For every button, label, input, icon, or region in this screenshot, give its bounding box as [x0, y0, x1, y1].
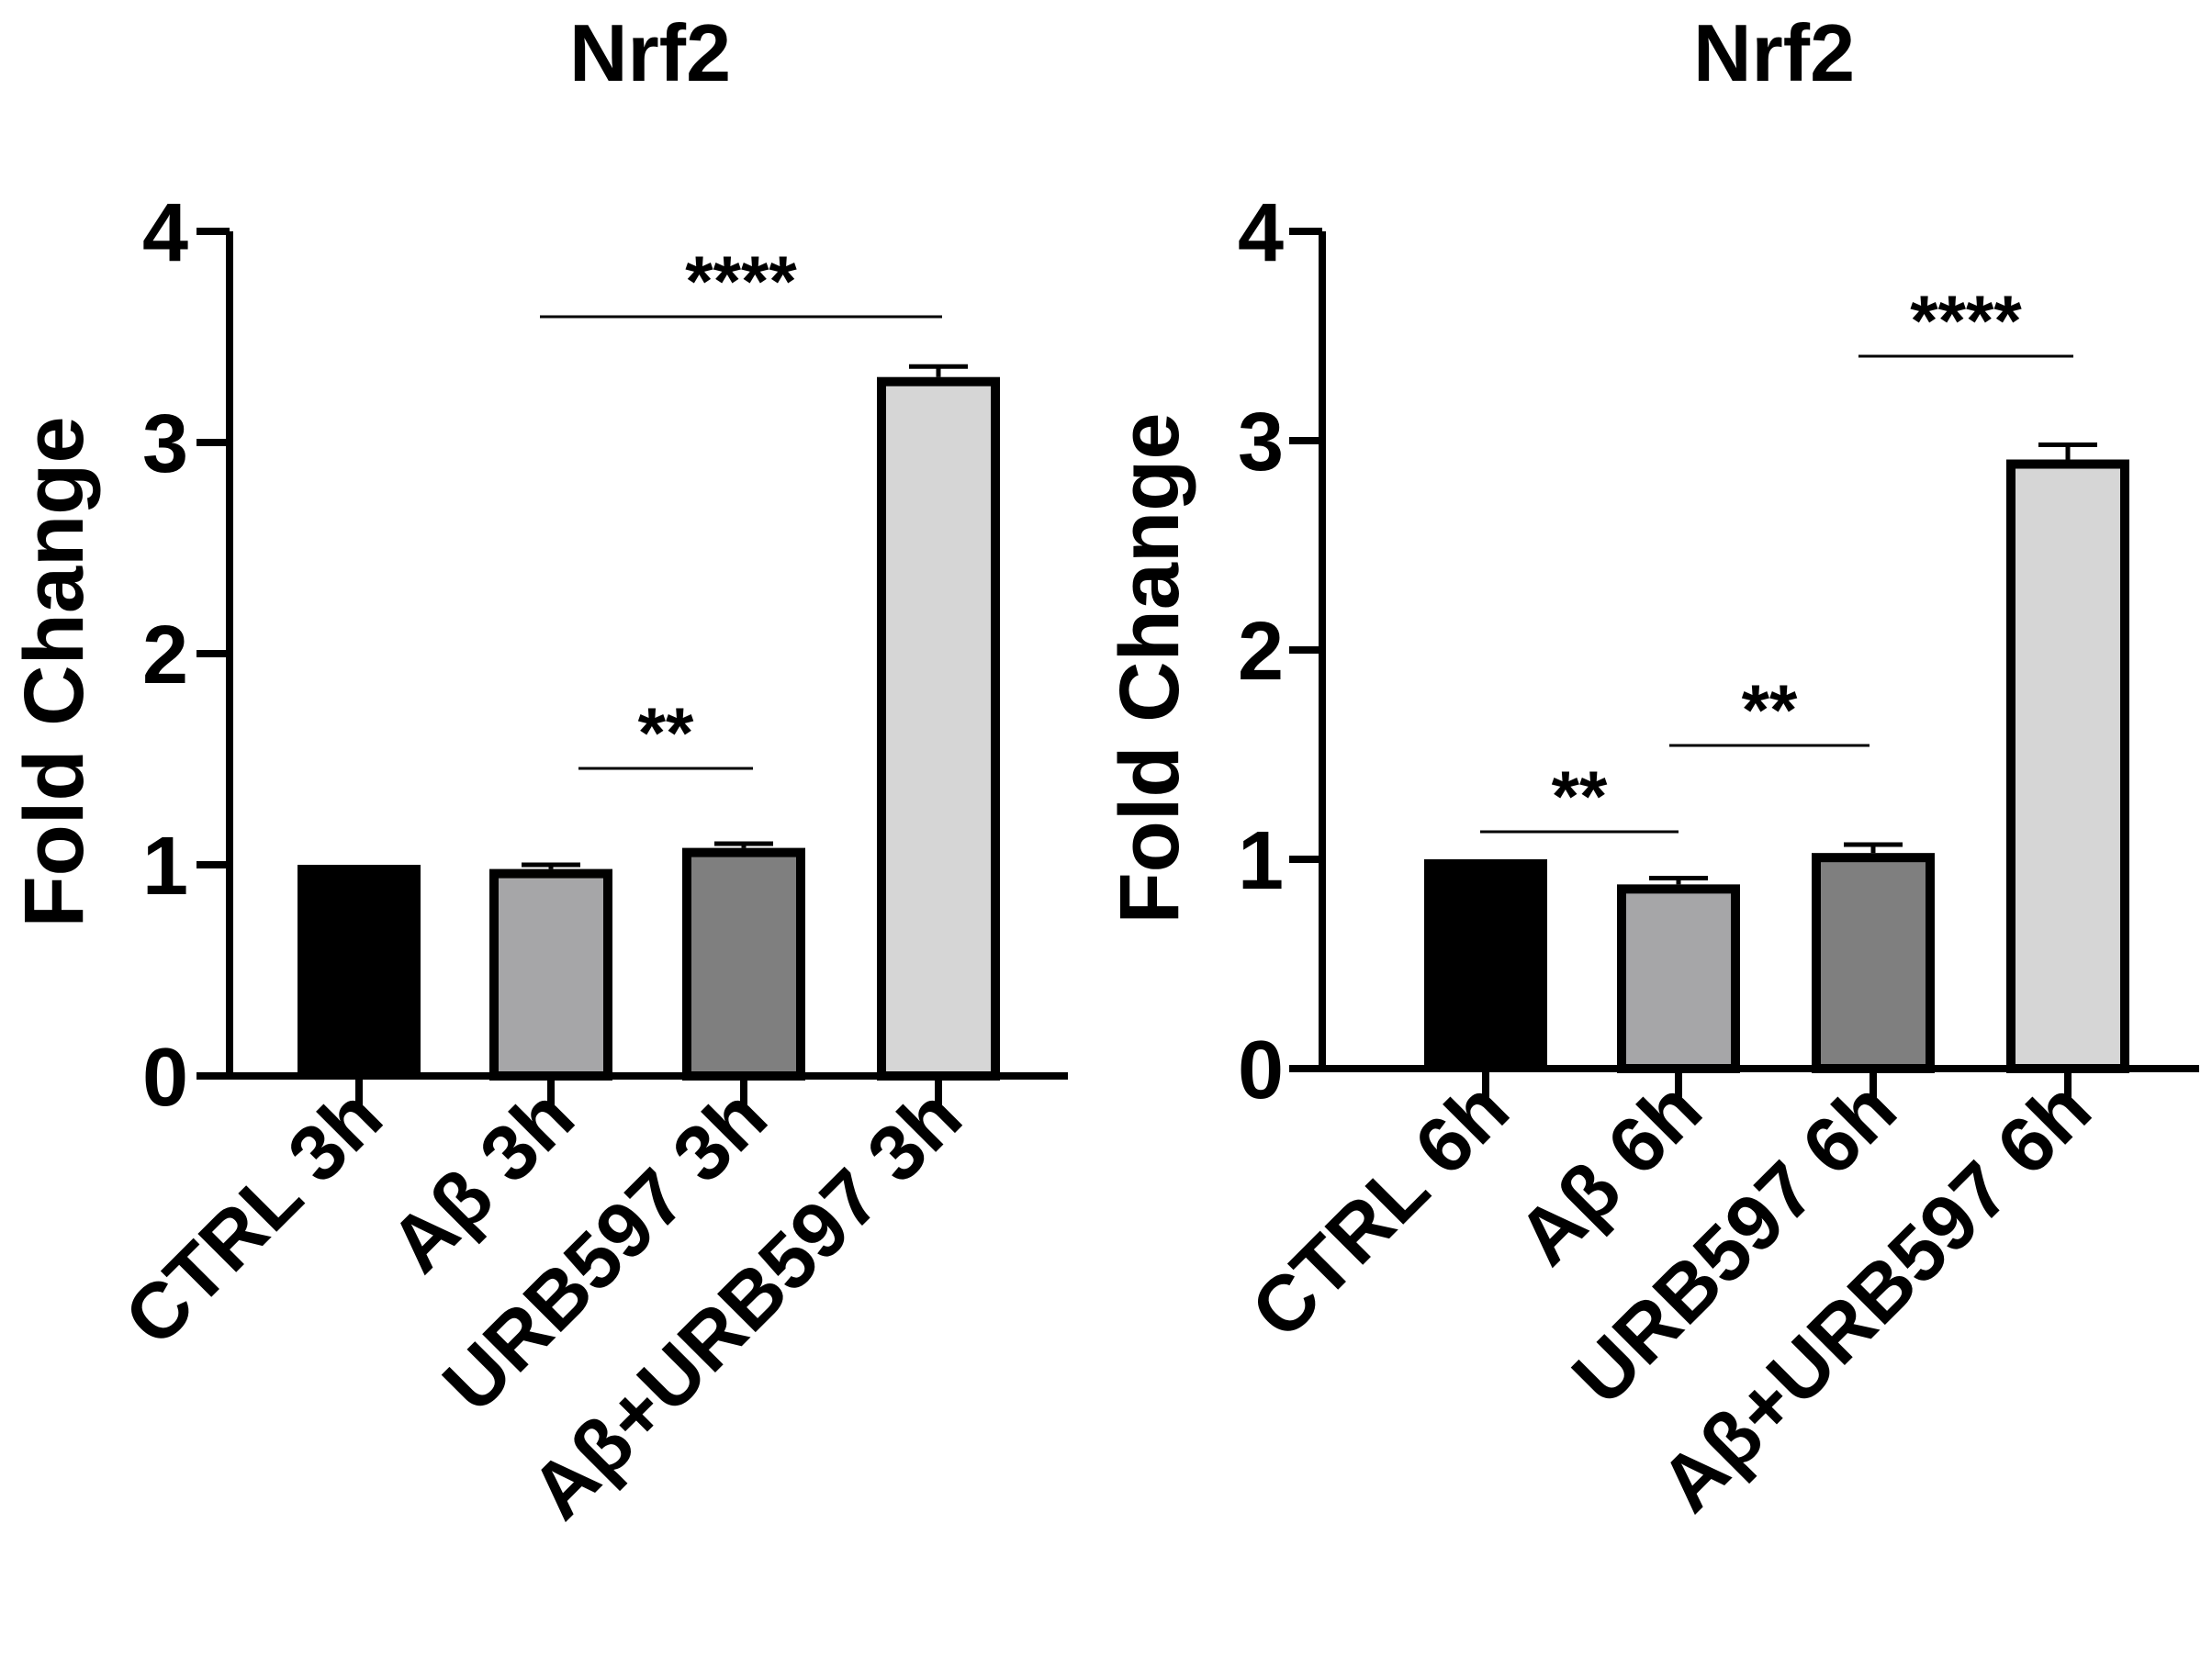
- bar-2: [682, 847, 805, 1081]
- y-tick-label: 0: [1238, 1025, 1284, 1116]
- bar-1: [1617, 884, 1740, 1073]
- bar-3: [2006, 459, 2129, 1073]
- y-tick-label: 4: [1238, 187, 1284, 279]
- bar-0: [1424, 859, 1547, 1069]
- y-tick-label: 2: [1238, 606, 1284, 698]
- y-tick-label: 2: [142, 610, 188, 701]
- y-tick-label: 4: [142, 187, 188, 279]
- significance-label-1: **: [1742, 669, 1798, 750]
- bar-3: [877, 376, 1000, 1081]
- y-tick-label: 1: [1238, 815, 1284, 907]
- y-tick-label: 0: [142, 1032, 188, 1124]
- significance-label-2: ****: [1910, 280, 2022, 361]
- bar-0: [298, 865, 421, 1076]
- chart-title: Nrf2: [1693, 7, 1855, 98]
- y-tick-label: 3: [1238, 397, 1284, 488]
- significance-label-0: **: [1552, 756, 1608, 836]
- chart-title: Nrf2: [569, 7, 731, 98]
- significance-label-1: ****: [685, 241, 797, 321]
- y-axis-label: Fold Change: [1103, 412, 1196, 924]
- bar-1: [489, 868, 612, 1081]
- bar-2: [1812, 853, 1935, 1073]
- y-tick-label: 1: [142, 821, 188, 913]
- significance-label-0: **: [638, 692, 694, 773]
- y-axis-label: Fold Change: [7, 416, 101, 927]
- y-tick-label: 3: [142, 398, 188, 490]
